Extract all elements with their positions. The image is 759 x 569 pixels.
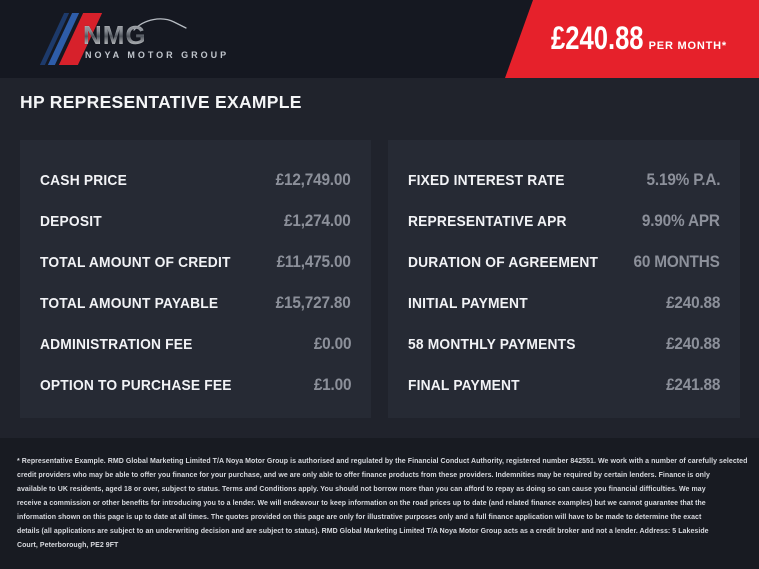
finance-row-value: 5.19% P.A.	[646, 171, 720, 189]
finance-row-value: £1.00	[313, 376, 352, 394]
finance-row-value: £241.88	[665, 376, 720, 394]
finance-row-label: 58 MONTHLY PAYMENTS	[408, 336, 576, 353]
brand-logo[interactable]: NMG NOYA MOTOR GROUP	[39, 10, 250, 68]
disclaimer-line: * Representative Example. RMD Global Mar…	[17, 458, 748, 465]
disclaimer-line: information shown on this page is up to …	[17, 514, 702, 521]
finance-row-label: FINAL PAYMENT	[408, 377, 520, 394]
disclaimer-line: credit providers who may be able to offe…	[17, 472, 710, 479]
finance-row-label: DURATION OF AGREEMENT	[408, 254, 599, 271]
finance-row: TOTAL AMOUNT OF CREDIT £11,475.00	[40, 242, 351, 283]
finance-row-label: DEPOSIT	[40, 213, 102, 230]
finance-row-value: £1,274.00	[284, 212, 351, 230]
finance-row-value: £240.88	[665, 294, 720, 312]
logo-abbreviation: NMG	[83, 20, 147, 50]
price-amount: £240.88	[551, 20, 644, 56]
finance-row: OPTION TO PURCHASE FEE £1.00	[40, 365, 351, 406]
page-title: HP REPRESENTATIVE EXAMPLE	[20, 92, 302, 112]
finance-row-value: £0.00	[313, 335, 352, 353]
finance-row-label: OPTION TO PURCHASE FEE	[40, 377, 232, 394]
finance-row: REPRESENTATIVE APR 9.90% APR	[408, 201, 720, 242]
finance-row: FIXED INTEREST RATE 5.19% P.A.	[408, 160, 720, 201]
finance-row: DURATION OF AGREEMENT 60 MONTHS	[408, 242, 720, 283]
finance-row-value: £12,749.00	[276, 171, 351, 189]
finance-row-label: INITIAL PAYMENT	[408, 295, 528, 312]
car-silhouette-icon	[132, 15, 190, 38]
main-content: HP REPRESENTATIVE EXAMPLE CASH PRICE £12…	[0, 78, 759, 438]
finance-row: TOTAL AMOUNT PAYABLE £15,727.80	[40, 283, 351, 324]
finance-row-label: TOTAL AMOUNT OF CREDIT	[40, 254, 231, 271]
finance-row-value: £11,475.00	[276, 253, 351, 271]
finance-row: DEPOSIT £1,274.00	[40, 201, 351, 242]
finance-row-value: 60 MONTHS	[633, 253, 720, 271]
finance-row: INITIAL PAYMENT £240.88	[408, 283, 720, 324]
disclaimer-text: * Representative Example. RMD Global Mar…	[17, 455, 747, 553]
finance-panel-left: CASH PRICE £12,749.00 DEPOSIT £1,274.00 …	[20, 140, 371, 418]
finance-row-value: 9.90% APR	[642, 212, 720, 230]
price-banner: £240.88 PER MONTH*	[505, 0, 759, 78]
finance-panel-right: FIXED INTEREST RATE 5.19% P.A. REPRESENT…	[388, 140, 740, 418]
finance-row-label: FIXED INTEREST RATE	[408, 172, 565, 189]
finance-row-value: £240.88	[665, 335, 720, 353]
finance-row: ADMINISTRATION FEE £0.00	[40, 324, 351, 365]
finance-row-label: CASH PRICE	[40, 172, 127, 189]
finance-row: FINAL PAYMENT £241.88	[408, 365, 720, 406]
logo-company-name: NOYA MOTOR GROUP	[85, 50, 230, 60]
footer: * Representative Example. RMD Global Mar…	[0, 438, 759, 569]
finance-row-label: REPRESENTATIVE APR	[408, 213, 567, 230]
price-period: PER MONTH*	[648, 40, 727, 52]
finance-row: 58 MONTHLY PAYMENTS £240.88	[408, 324, 720, 365]
finance-row-value: £15,727.80	[276, 294, 351, 312]
finance-row: CASH PRICE £12,749.00	[40, 160, 351, 201]
header: NMG NOYA MOTOR GROUP £240.88 PER MONTH*	[0, 0, 759, 78]
disclaimer-line: receive a commission or other benefits f…	[17, 500, 706, 507]
disclaimer-line: available to UK residents, aged 18 or ov…	[17, 486, 706, 493]
finance-row-label: TOTAL AMOUNT PAYABLE	[40, 295, 219, 312]
finance-row-label: ADMINISTRATION FEE	[40, 336, 193, 353]
disclaimer-line: details (all applications are subject to…	[17, 528, 709, 535]
disclaimer-line: Court, Peterborough, PE2 9FT	[17, 542, 119, 549]
